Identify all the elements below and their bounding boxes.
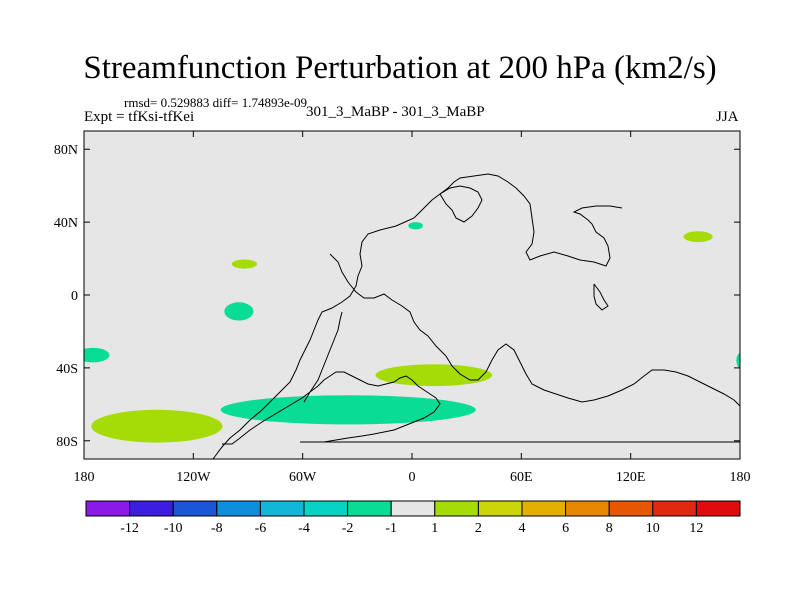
anomaly-layer	[84, 222, 740, 443]
y-tick-label: 0	[71, 289, 78, 304]
y-tick-label: 40N	[54, 216, 78, 231]
x-tick-label: 180	[74, 470, 95, 485]
colorbar-label: -1	[385, 521, 397, 536]
coastline-south-america-east	[303, 311, 343, 403]
x-tick-label: 60W	[289, 470, 317, 485]
colorbar-label: -10	[164, 521, 183, 536]
colorbar-label: 4	[519, 521, 526, 536]
anomaly-negative-south-pacific-band	[220, 395, 476, 425]
colorbar-label: 12	[689, 521, 703, 536]
stats-line: rmsd= 0.529883 diff= 1.74893e-09	[124, 95, 308, 110]
coastline-antarctica	[222, 371, 740, 445]
coastline-americas-atlantic	[212, 173, 623, 459]
experiment-label: Expt = tfKsi-tfKei	[84, 109, 195, 125]
anomaly-negative-europe	[408, 222, 423, 230]
runs-label: 301_3_MaBP - 301_3_MaBP	[306, 104, 485, 120]
colorbar-swatch	[85, 500, 131, 517]
x-tick-label: 120E	[616, 470, 646, 485]
anomaly-positive-south-pacific	[91, 409, 223, 443]
anomaly-negative-east-edge	[736, 353, 740, 368]
x-tick-label: 60E	[510, 470, 533, 485]
axis-layer: 180 120W 60W 0 60E 120E 180 80N 40N 0 40S 80S	[54, 131, 751, 485]
season-label: JJA	[716, 109, 739, 125]
colorbar-swatch	[608, 500, 654, 517]
colorbar-label: -8	[211, 521, 223, 536]
y-tick-label: 80N	[54, 143, 78, 158]
y-tick-label: 40S	[56, 362, 78, 377]
anomaly-negative-east-pacific	[224, 302, 254, 321]
colorbar-swatch	[216, 500, 261, 517]
colorbar-label: -12	[120, 521, 139, 536]
colorbar-label: -2	[342, 521, 354, 536]
colorbar-swatch	[652, 500, 697, 517]
colorbar-swatch	[172, 500, 218, 517]
colorbar-swatch	[129, 500, 174, 517]
colorbar-label: 1	[431, 521, 438, 536]
coastline-africa-indian	[329, 253, 740, 407]
x-tick-label: 120W	[176, 470, 211, 485]
coastline-layer	[212, 173, 740, 459]
anomaly-positive-south-atlantic	[375, 364, 493, 387]
colorbar-label: -6	[255, 521, 267, 536]
colorbar-label: -4	[298, 521, 310, 536]
colorbar-label: 8	[606, 521, 613, 536]
colorbar-swatch	[347, 500, 392, 517]
colorbar-swatch	[259, 500, 305, 517]
colorbar-swatch	[565, 500, 610, 517]
colorbar-swatch	[521, 500, 567, 517]
x-tick-label: 0	[409, 470, 416, 485]
colorbar: -12 -10 -8 -6 -4 -2 -1 1 2 4 6 8 10 12	[85, 500, 741, 536]
coastline-greenland	[439, 185, 483, 223]
x-tick-label: 180	[730, 470, 751, 485]
colorbar-label: 6	[562, 521, 569, 536]
colorbar-swatch	[695, 500, 741, 517]
colorbar-label: 10	[646, 521, 660, 536]
colorbar-swatch	[477, 500, 523, 517]
chart-title: Streamfunction Perturbation at 200 hPa (…	[83, 50, 717, 86]
y-tick-label: 80S	[56, 435, 78, 450]
colorbar-swatch	[434, 500, 479, 517]
colorbar-swatch	[390, 500, 436, 517]
anomaly-negative-dateline	[84, 347, 110, 363]
colorbar-swatch	[303, 500, 349, 517]
colorbar-label: 2	[475, 521, 482, 536]
coastline-island-east	[593, 283, 609, 311]
anomaly-positive-north-pacific	[683, 231, 713, 243]
anomaly-positive-east-pacific	[231, 259, 258, 269]
